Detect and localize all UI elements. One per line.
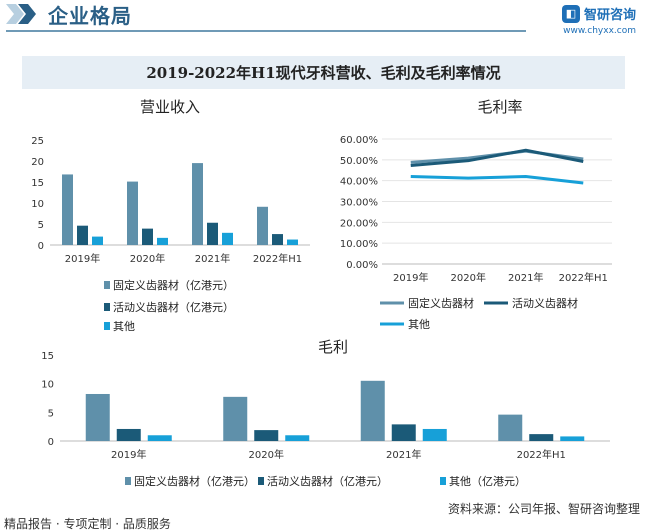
- bar-fixed: [192, 163, 203, 245]
- bar-other: [222, 232, 233, 245]
- legend-swatch: [258, 477, 264, 485]
- y-tick-label: 15: [31, 178, 44, 189]
- x-tick-label: 2019年: [111, 448, 146, 461]
- y-tick-label: 5: [48, 408, 54, 419]
- legend-label: 固定义齿器材（亿港元）: [134, 474, 255, 488]
- chart-title-1: 毛利率: [477, 98, 522, 116]
- bar-fixed: [360, 380, 385, 441]
- x-tick-label: 2022年H1: [559, 271, 608, 284]
- legend-label: 活动义齿器材: [512, 296, 578, 310]
- x-tick-label: 2019年: [393, 271, 428, 284]
- bar-fixed: [257, 206, 268, 245]
- legend-swatch: [104, 322, 110, 330]
- bar-removable: [116, 428, 141, 441]
- brand-name: 智研咨询: [583, 8, 636, 23]
- y-tick-label: 40.00%: [340, 177, 378, 188]
- bar-other: [157, 237, 168, 245]
- legend-label: 其他: [113, 320, 135, 333]
- y-tick-label: 25: [31, 136, 44, 147]
- bar-removable: [254, 430, 279, 441]
- bar-removable: [391, 424, 416, 441]
- y-tick-label: 60.00%: [340, 135, 378, 146]
- x-tick-label: 2020年: [130, 252, 165, 265]
- section-logo-icon: [6, 4, 36, 24]
- x-tick-label: 2020年: [451, 271, 486, 284]
- legend-label: 活动义齿器材（亿港元）: [267, 474, 388, 488]
- chart-title-2: 毛利: [318, 338, 348, 356]
- y-tick-label: 0: [38, 241, 44, 252]
- x-tick-label: 2021年: [386, 448, 421, 461]
- bar-other: [92, 236, 103, 245]
- legend-swatch: [125, 477, 131, 485]
- legend-label: 固定义齿器材（亿港元）: [113, 278, 234, 292]
- legend-label: 其他: [408, 318, 430, 331]
- x-tick-label: 2021年: [195, 252, 230, 265]
- footer: 精品报告 · 专项定制 · 品质服务 资料来源：公司年报、智研咨询整理: [0, 502, 646, 532]
- x-tick-label: 2022年H1: [517, 448, 566, 461]
- y-tick-label: 0.00%: [346, 260, 378, 271]
- y-tick-label: 50.00%: [340, 156, 378, 167]
- x-tick-label: 2021年: [508, 271, 543, 284]
- x-tick-label: 2020年: [249, 448, 284, 461]
- y-tick-label: 20: [31, 157, 44, 168]
- legend-label: 固定义齿器材: [408, 296, 474, 310]
- x-tick-label: 2022年H1: [253, 252, 302, 265]
- y-tick-label: 20.00%: [340, 218, 378, 229]
- y-tick-label: 5: [38, 220, 44, 231]
- legend-swatch: [440, 477, 446, 485]
- bar-other: [285, 435, 310, 441]
- bar-removable: [77, 225, 88, 245]
- bar-other: [147, 435, 172, 441]
- bar-fixed: [223, 396, 248, 441]
- chart-title-0: 营业收入: [140, 98, 200, 116]
- bar-fixed: [62, 174, 73, 245]
- brand-logo: ◧ 智研咨询: [561, 4, 636, 23]
- bar-removable: [529, 434, 554, 441]
- bar-fixed: [85, 393, 110, 441]
- y-tick-label: 0: [48, 437, 54, 448]
- bar-other: [422, 428, 447, 441]
- bar-removable: [272, 234, 283, 245]
- bar-other: [287, 239, 298, 245]
- y-tick-label: 30.00%: [340, 198, 378, 209]
- y-tick-label: 10.00%: [340, 239, 378, 250]
- bar-removable: [207, 222, 218, 245]
- y-tick-label: 10: [31, 199, 44, 210]
- bar-removable: [142, 228, 153, 245]
- y-tick-label: 15: [41, 351, 54, 362]
- footer-tagline: 精品报告 · 专项定制 · 品质服务: [4, 517, 171, 531]
- source-note: 资料来源：公司年报、智研咨询整理: [447, 502, 640, 516]
- chart-title: 2019-2022年H1现代牙科营收、毛利及毛利率情况: [22, 56, 625, 89]
- line-removable: [410, 148, 584, 167]
- section-title: 企业格局: [48, 4, 132, 28]
- header-divider: [6, 30, 526, 32]
- legend-label: 其他（亿港元）: [449, 475, 526, 488]
- bar-fixed: [127, 181, 138, 245]
- legend-label: 活动义齿器材（亿港元）: [113, 300, 234, 314]
- bar-other: [560, 436, 585, 441]
- header: 企业格局 ◧ 智研咨询 www.chyxx.com: [0, 0, 646, 44]
- brand-url: www.chyxx.com: [563, 26, 636, 36]
- y-tick-label: 10: [41, 380, 54, 391]
- brand-icon: ◧: [561, 4, 580, 23]
- line-other: [410, 175, 584, 185]
- legend-swatch: [104, 281, 110, 289]
- bar-fixed: [498, 414, 523, 441]
- legend-swatch: [104, 303, 110, 311]
- x-tick-label: 2019年: [65, 252, 100, 265]
